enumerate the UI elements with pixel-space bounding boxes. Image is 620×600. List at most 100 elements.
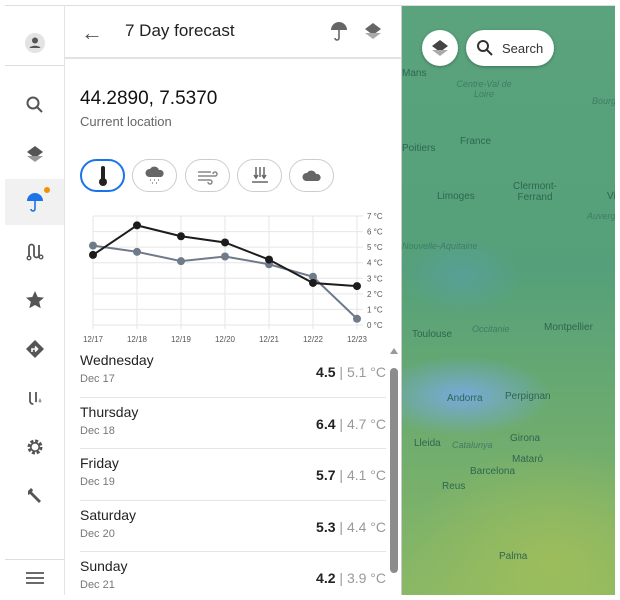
y-tick-label: 1 °C (367, 305, 383, 314)
map-label: Auverg (587, 211, 615, 221)
location-label: Current location (80, 114, 172, 129)
data-point (309, 278, 317, 287)
temp-min: 5.1 °C (346, 364, 386, 380)
star-icon (25, 291, 44, 309)
list-item[interactable]: Thursday Dec 18 6.4 | 4.7 °C (80, 398, 386, 449)
sidebar-item-weather[interactable] (5, 179, 64, 225)
temp-max: 4.5 (316, 364, 336, 380)
x-tick-label: 12/20 (215, 335, 236, 344)
thermometer-icon (98, 165, 107, 186)
data-point (133, 221, 141, 230)
map-label: France (460, 136, 492, 147)
page-title: 7 Day forecast (125, 21, 235, 40)
pressure-icon (251, 166, 268, 183)
map-label: Montpellier (544, 322, 593, 333)
map-label: Perpignan (505, 391, 551, 402)
filter-pressure[interactable] (237, 159, 282, 192)
list-item[interactable]: Wednesday Dec 17 4.5 | 5.1 °C (80, 346, 386, 398)
data-point (221, 252, 229, 261)
x-tick-label: 12/18 (127, 335, 148, 344)
app-window: ← 7 Day forecast 44.2890, 7.5370 Current… (5, 5, 615, 595)
day-temps: 5.3 | 4.4 °C (316, 518, 386, 535)
map-label: Andorra (447, 393, 483, 404)
temp-min: 4.1 °C (346, 467, 386, 483)
layers-icon (26, 146, 43, 162)
directions-icon (25, 340, 44, 358)
filter-wind[interactable] (185, 159, 230, 192)
data-point (177, 257, 185, 266)
search-label: Search (502, 40, 544, 56)
back-arrow-icon[interactable]: ← (81, 20, 103, 45)
map-label: Catalunya (452, 440, 493, 450)
account-icon (24, 32, 45, 53)
map-search-button[interactable]: Search (466, 30, 554, 66)
map-label: Mans (402, 68, 427, 79)
list-item[interactable]: Sunday Dec 21 4.2 | 3.9 °C (80, 552, 386, 595)
data-point (309, 272, 317, 281)
map-label: Nouvelle-Aquitaine (402, 241, 478, 251)
temp-min: 3.9 °C (346, 570, 386, 586)
scrollbar-thumb[interactable] (390, 368, 398, 573)
scroll-up-arrow[interactable] (390, 348, 398, 354)
data-point (221, 238, 229, 247)
search-icon (477, 40, 493, 56)
umbrella-icon[interactable] (329, 20, 349, 42)
filter-precipitation[interactable] (132, 159, 177, 192)
sidebar-item-favorites[interactable] (5, 277, 64, 323)
temp-max: 6.4 (316, 415, 336, 432)
day-date: Dec 21 (80, 579, 115, 591)
map-label: Lleida (414, 438, 441, 449)
map-layers-button[interactable] (422, 30, 458, 66)
sidebar-item-layers[interactable] (5, 131, 64, 177)
data-point (133, 247, 141, 256)
daily-forecast-list: Wednesday Dec 17 4.5 | 5.1 °C Thursday Dec 1… (65, 346, 395, 595)
day-temps: 6.4 | 4.7 °C (316, 415, 386, 432)
search-icon (26, 96, 43, 113)
day-date: Dec 19 (80, 476, 115, 488)
filter-clouds[interactable] (289, 159, 334, 192)
weather-map[interactable]: Mans Centre-Val de Loire France Poitiers Lim… (402, 6, 615, 595)
temp-min: 4.4 °C (346, 518, 386, 535)
location-coordinates: 44.2890, 7.5370 (80, 88, 218, 109)
wrench-icon (27, 488, 41, 503)
map-label: Reus (442, 481, 466, 492)
list-item[interactable]: Saturday Dec 20 5.3 | 4.4 °C (80, 501, 386, 552)
map-label: Occitanie (472, 324, 510, 334)
day-date: Dec 18 (80, 424, 115, 437)
sidebar-item-search[interactable] (5, 82, 64, 128)
data-point (353, 282, 361, 291)
sidebar-item-tools[interactable] (5, 473, 64, 519)
map-label: Mataró (512, 454, 544, 465)
map-label: Toulouse (412, 329, 453, 340)
y-tick-label: 6 °C (367, 228, 383, 237)
menu-button[interactable] (5, 559, 64, 595)
day-temps: 4.5 | 5.1 °C (316, 364, 386, 380)
data-point (177, 232, 185, 241)
cloud-icon (301, 170, 321, 181)
layers-icon[interactable] (363, 21, 383, 41)
x-tick-label: 12/21 (259, 335, 280, 344)
map-label: Barcelona (470, 466, 516, 477)
sidebar-item-account[interactable] (5, 20, 64, 66)
temp-max: 5.3 (316, 518, 336, 535)
sidebar-item-settings[interactable] (5, 424, 64, 470)
layers-icon (432, 40, 448, 56)
wind-icon (197, 170, 218, 185)
day-name: Friday (80, 455, 119, 471)
x-tick-label: 12/19 (171, 335, 192, 344)
sidebar-item-track[interactable] (5, 375, 64, 421)
temp-max: 5.7 (316, 467, 336, 483)
route-icon (26, 243, 43, 261)
list-item[interactable]: Friday Dec 19 5.7 | 4.1 °C (80, 449, 386, 501)
day-name: Thursday (80, 403, 139, 420)
data-point (265, 255, 273, 264)
y-tick-label: 7 °C (367, 212, 383, 221)
day-name: Wednesday (80, 352, 154, 368)
sidebar-item-directions[interactable] (5, 326, 64, 372)
y-tick-label: 0 °C (367, 321, 383, 330)
sidebar-item-routes[interactable] (5, 228, 64, 274)
filter-temperature[interactable] (80, 159, 125, 192)
y-tick-label: 2 °C (367, 290, 383, 299)
y-tick-label: 3 °C (367, 274, 383, 283)
temp-max: 4.2 (316, 570, 336, 586)
